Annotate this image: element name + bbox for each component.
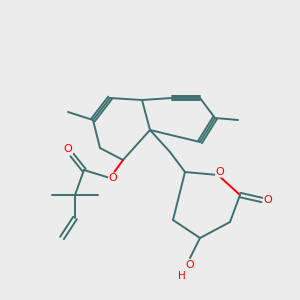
- Text: O: O: [264, 195, 272, 205]
- Text: O: O: [109, 173, 117, 183]
- Text: O: O: [186, 260, 194, 270]
- Text: O: O: [216, 167, 224, 177]
- Text: O: O: [64, 144, 72, 154]
- Text: H: H: [178, 271, 186, 281]
